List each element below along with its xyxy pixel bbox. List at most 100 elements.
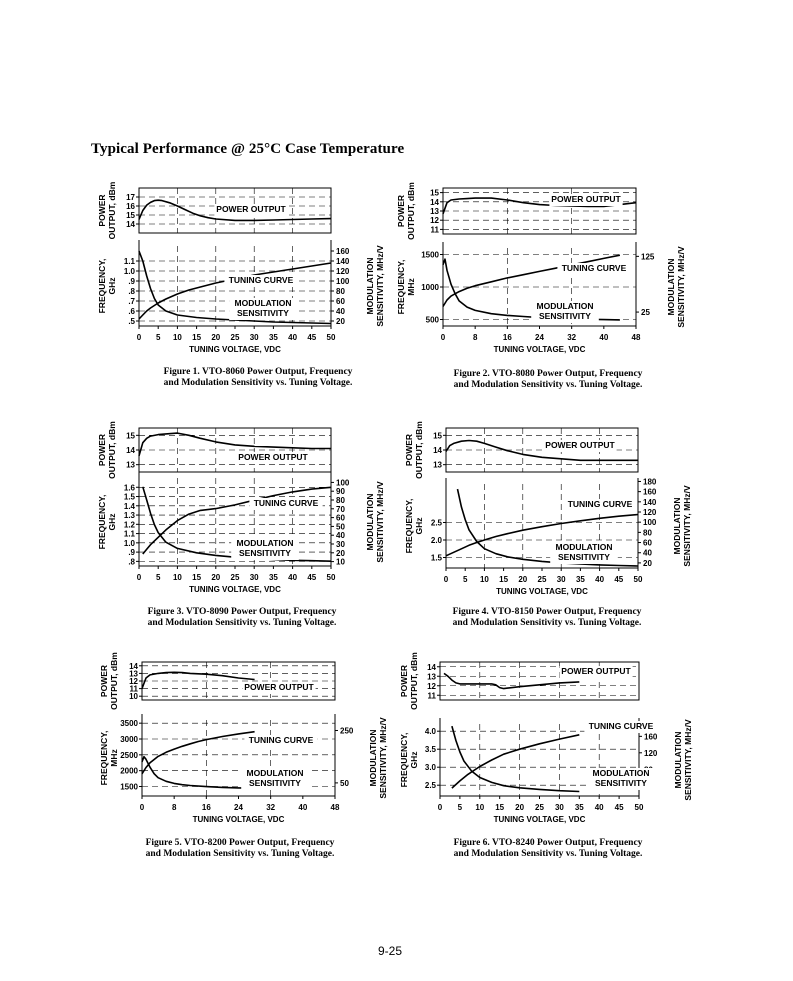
- figure-5-caption: Figure 5. VTO-8200 Power Output, Frequen…: [90, 838, 390, 860]
- power-tick-label: 13: [430, 207, 439, 216]
- sensitivity-tick-label: 60: [336, 514, 345, 523]
- tuning-curve: [141, 730, 255, 775]
- x-tick-label: 32: [266, 803, 275, 812]
- sensitivity-tick-label: 160: [643, 488, 657, 497]
- tuning-curve-label: TUNING CURVE: [562, 263, 627, 273]
- x-tick-label: 10: [173, 573, 182, 582]
- x-tick-label: 45: [615, 803, 624, 812]
- sensitivity-tick-label: 125: [641, 252, 655, 261]
- sensitivity-tick-label: 40: [336, 307, 345, 316]
- x-tick-label: 20: [211, 333, 220, 342]
- x-axis-label: TUNING VOLTAGE, VDC: [193, 815, 285, 824]
- x-tick-label: 0: [137, 333, 142, 342]
- x-axis-label: TUNING VOLTAGE, VDC: [494, 815, 586, 824]
- x-axis-label: TUNING VOLTAGE, VDC: [494, 345, 586, 354]
- tuning-curve: [138, 262, 332, 320]
- sensitivity-tick-label: 30: [336, 540, 345, 549]
- power-output-label-backing: [543, 440, 617, 452]
- tuning-curve-label: TUNING CURVE: [589, 721, 654, 731]
- power-tick-label: 14: [433, 446, 442, 455]
- frequency-tick-label: 1.1: [124, 530, 136, 539]
- x-tick-label: 45: [307, 573, 316, 582]
- x-axis-label: TUNING VOLTAGE, VDC: [189, 345, 281, 354]
- power-output-label: POWER OUTPUT: [561, 666, 631, 676]
- sensitivity-axis-title: MODULATION: [673, 732, 683, 789]
- x-tick-label: 5: [463, 575, 468, 584]
- tuning-curve-label-backing: [563, 499, 637, 511]
- frequency-tick-label: 2.0: [431, 536, 443, 545]
- tuning-curve-label-backing: [244, 735, 318, 747]
- caption-line: Figure 5. VTO-8200 Power Output, Frequen…: [145, 838, 335, 848]
- sensitivity-axis-title: SENSITIVITY, MHz/V: [375, 481, 385, 563]
- tuning-curve-label-backing: [249, 498, 323, 510]
- frequency-tick-label: 1.1: [124, 257, 136, 266]
- x-tick-label: 32: [567, 333, 576, 342]
- sensitivity-axis-title: MODULATION: [666, 259, 676, 316]
- frequency-tick-label: .8: [128, 557, 135, 566]
- frequency-axis-title: FREQUENCY,: [97, 495, 107, 550]
- power-output-label-backing: [549, 194, 623, 206]
- caption-line: and Modulation Sensitivity vs. Tuning Vo…: [163, 378, 353, 388]
- power-axis-title: OUTPUT, dBm: [406, 182, 416, 240]
- sensitivity-axis-title: MODULATION: [672, 498, 682, 555]
- sensitivity-tick-label: 100: [643, 518, 657, 527]
- page-title: Typical Performance @ 25°C Case Temperat…: [91, 141, 405, 157]
- sensitivity-tick-label: 80: [336, 287, 345, 296]
- power-output-curve: [138, 199, 332, 222]
- x-tick-label: 24: [234, 803, 243, 812]
- x-axis-label: TUNING VOLTAGE, VDC: [189, 585, 281, 594]
- x-axis-label: TUNING VOLTAGE, VDC: [496, 587, 588, 596]
- power-axis-title: POWER: [97, 194, 107, 226]
- tuning-curve: [142, 486, 332, 555]
- frequency-axis-title: FREQUENCY,: [97, 259, 107, 314]
- frequency-tick-label: 1.4: [124, 502, 136, 511]
- x-tick-label: 20: [518, 575, 527, 584]
- tuning-curve: [451, 734, 580, 789]
- sensitivity-axis-title: SENSITIVITY, MHz/V: [378, 717, 388, 799]
- power-tick-label: 16: [126, 202, 135, 211]
- power-tick-label: 12: [129, 677, 138, 686]
- frequency-axis-title: FREQUENCY,: [399, 733, 409, 788]
- chart-svg: 141312114.03.53.02.516012080400510152025…: [399, 652, 693, 824]
- modulation-sensitivity-label: MODULATION: [537, 301, 594, 311]
- x-tick-label: 40: [288, 573, 297, 582]
- sensitivity-tick-label: 20: [643, 559, 652, 568]
- sensitivity-tick-label: 40: [643, 549, 652, 558]
- x-tick-label: 50: [635, 803, 644, 812]
- frequency-tick-label: 3000: [120, 735, 138, 744]
- frequency-axis-title: FREQUENCY,: [404, 499, 414, 554]
- modulation-sensitivity-label: SENSITIVITY: [249, 778, 301, 788]
- sensitivity-tick-label: 250: [340, 726, 354, 735]
- sensitivity-axis-title: SENSITIVITY, MHz/V: [683, 719, 693, 801]
- caption-line: and Modulation Sensitivity vs. Tuning Vo…: [147, 618, 337, 628]
- x-tick-label: 10: [480, 575, 489, 584]
- tuning-curve: [445, 513, 639, 557]
- power-tick-label: 12: [430, 216, 439, 225]
- caption-line: Figure 4. VTO-8150 Power Output, Frequen…: [452, 607, 642, 617]
- sensitivity-tick-label: 180: [643, 477, 657, 486]
- modulation-sensitivity-label: SENSITIVITY: [237, 308, 289, 318]
- sensitivity-tick-label: 90: [336, 487, 345, 496]
- power-tick-label: 15: [126, 211, 135, 220]
- figure-6-caption: Figure 6. VTO-8240 Power Output, Frequen…: [398, 838, 698, 860]
- figure-1: 17 16 15 14 1.1 1.0.9.8.7.6.5 160 140 120 100 80 60…: [91, 181, 385, 374]
- x-tick-label: 25: [231, 573, 240, 582]
- power-axis-title: POWER: [97, 434, 107, 466]
- power-axis-title: OUTPUT, dBm: [409, 652, 419, 710]
- figure-3: 15 14 13 1.6 1.5 1.4 1.3 1.2 1.1 1.0.9.8 100 90 80 70…: [91, 421, 385, 614]
- x-tick-label: 16: [503, 333, 512, 342]
- power-axis-title: OUTPUT, dBm: [109, 652, 119, 710]
- power-axis-title: POWER: [404, 434, 414, 466]
- sensitivity-tick-label: 140: [643, 498, 657, 507]
- sensitivity-tick-label: 20: [336, 317, 345, 326]
- sensitivity-axis-title: SENSITIVITY, MHz/V: [676, 246, 686, 328]
- sensitivity-tick-label: 20: [336, 549, 345, 558]
- power-axis-title: OUTPUT, dBm: [107, 181, 117, 239]
- frequency-tick-label: 1.0: [124, 267, 136, 276]
- sensitivity-tick-label: 140: [336, 257, 350, 266]
- frequency-tick-label: .5: [128, 317, 135, 326]
- x-tick-label: 40: [599, 333, 608, 342]
- power-output-curve: [442, 197, 637, 215]
- frequency-tick-label: .8: [128, 287, 135, 296]
- x-tick-label: 10: [475, 803, 484, 812]
